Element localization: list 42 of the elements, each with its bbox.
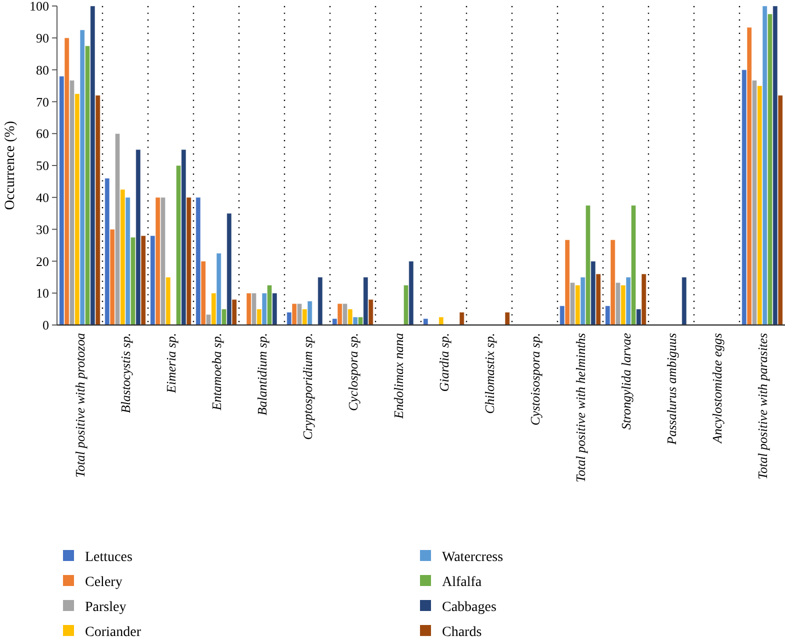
bar [504, 312, 510, 326]
y-tick-label: 30 [36, 222, 49, 237]
y-tick-label: 0 [42, 318, 49, 333]
y-tick-label: 70 [36, 94, 49, 110]
legend-label: Cabbages [442, 600, 496, 615]
x-tick-label: Cryptosporidium sp. [300, 333, 315, 440]
y-tick-label: 60 [36, 126, 49, 142]
y-tick-label: 10 [36, 286, 49, 301]
x-tick-label: Cystoisospora sp. [527, 333, 542, 426]
bar [423, 318, 428, 326]
bar [459, 312, 464, 326]
x-tick-label: Total positive with protozoa [72, 332, 88, 478]
y-axis-title: Occurrence (%) [3, 120, 18, 210]
x-tick-label: Balantidium sp. [254, 333, 270, 416]
x-tick-label: Chilomastix sp. [482, 333, 497, 414]
y-tick-label: 50 [36, 158, 49, 174]
legend-label: Celery [85, 574, 122, 590]
x-tick-label: Endolimax nana [390, 332, 406, 420]
x-tick-label: Ancylostomidae eggs [709, 333, 724, 444]
x-tick-label: Strongylida larvae [618, 332, 634, 430]
y-tick-label: 80 [36, 62, 49, 78]
legend-label: Watercress [442, 550, 504, 565]
y-tick-label: 40 [36, 190, 49, 205]
y-tick-label: 100 [30, 0, 49, 14]
x-tick-label: Giardia sp. [436, 333, 452, 392]
legend-label: Parsley [85, 600, 126, 615]
x-tick-label: Cyclospora sp. [345, 333, 360, 411]
x-tick-label: Total positive with helminths [572, 333, 588, 482]
legend-label: Alfalfa [442, 574, 482, 590]
bar [318, 276, 323, 326]
x-tick-label: Passalurus ambiguus [664, 333, 679, 446]
bar [682, 276, 687, 326]
legend-label: Coriander [85, 624, 142, 637]
y-tick-label: 90 [36, 30, 49, 46]
x-tick-label: Blastocystis sp. [118, 333, 133, 414]
x-tick-label: Entamoeba sp. [208, 333, 224, 412]
y-tick-label: 20 [36, 254, 49, 269]
legend-label: Chards [442, 624, 482, 637]
legend-label: Lettuces [85, 550, 132, 565]
x-tick-label: Total positive with parasites [754, 333, 770, 480]
bar [438, 316, 444, 326]
x-tick-label: Eimeria sp. [163, 333, 178, 394]
